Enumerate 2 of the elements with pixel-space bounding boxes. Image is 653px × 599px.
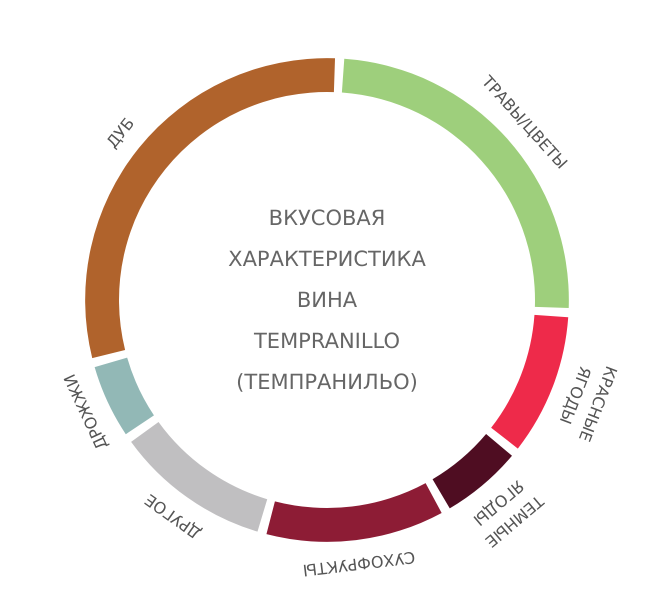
- slice-label: СУХОФРУКТЫ: [302, 548, 416, 580]
- text: ВКУСОВАЯ ХАРАКТЕРИСТИКА ВИНА TEMPRANILLO (ТЕМПРАНИЛЬО): [228, 206, 426, 394]
